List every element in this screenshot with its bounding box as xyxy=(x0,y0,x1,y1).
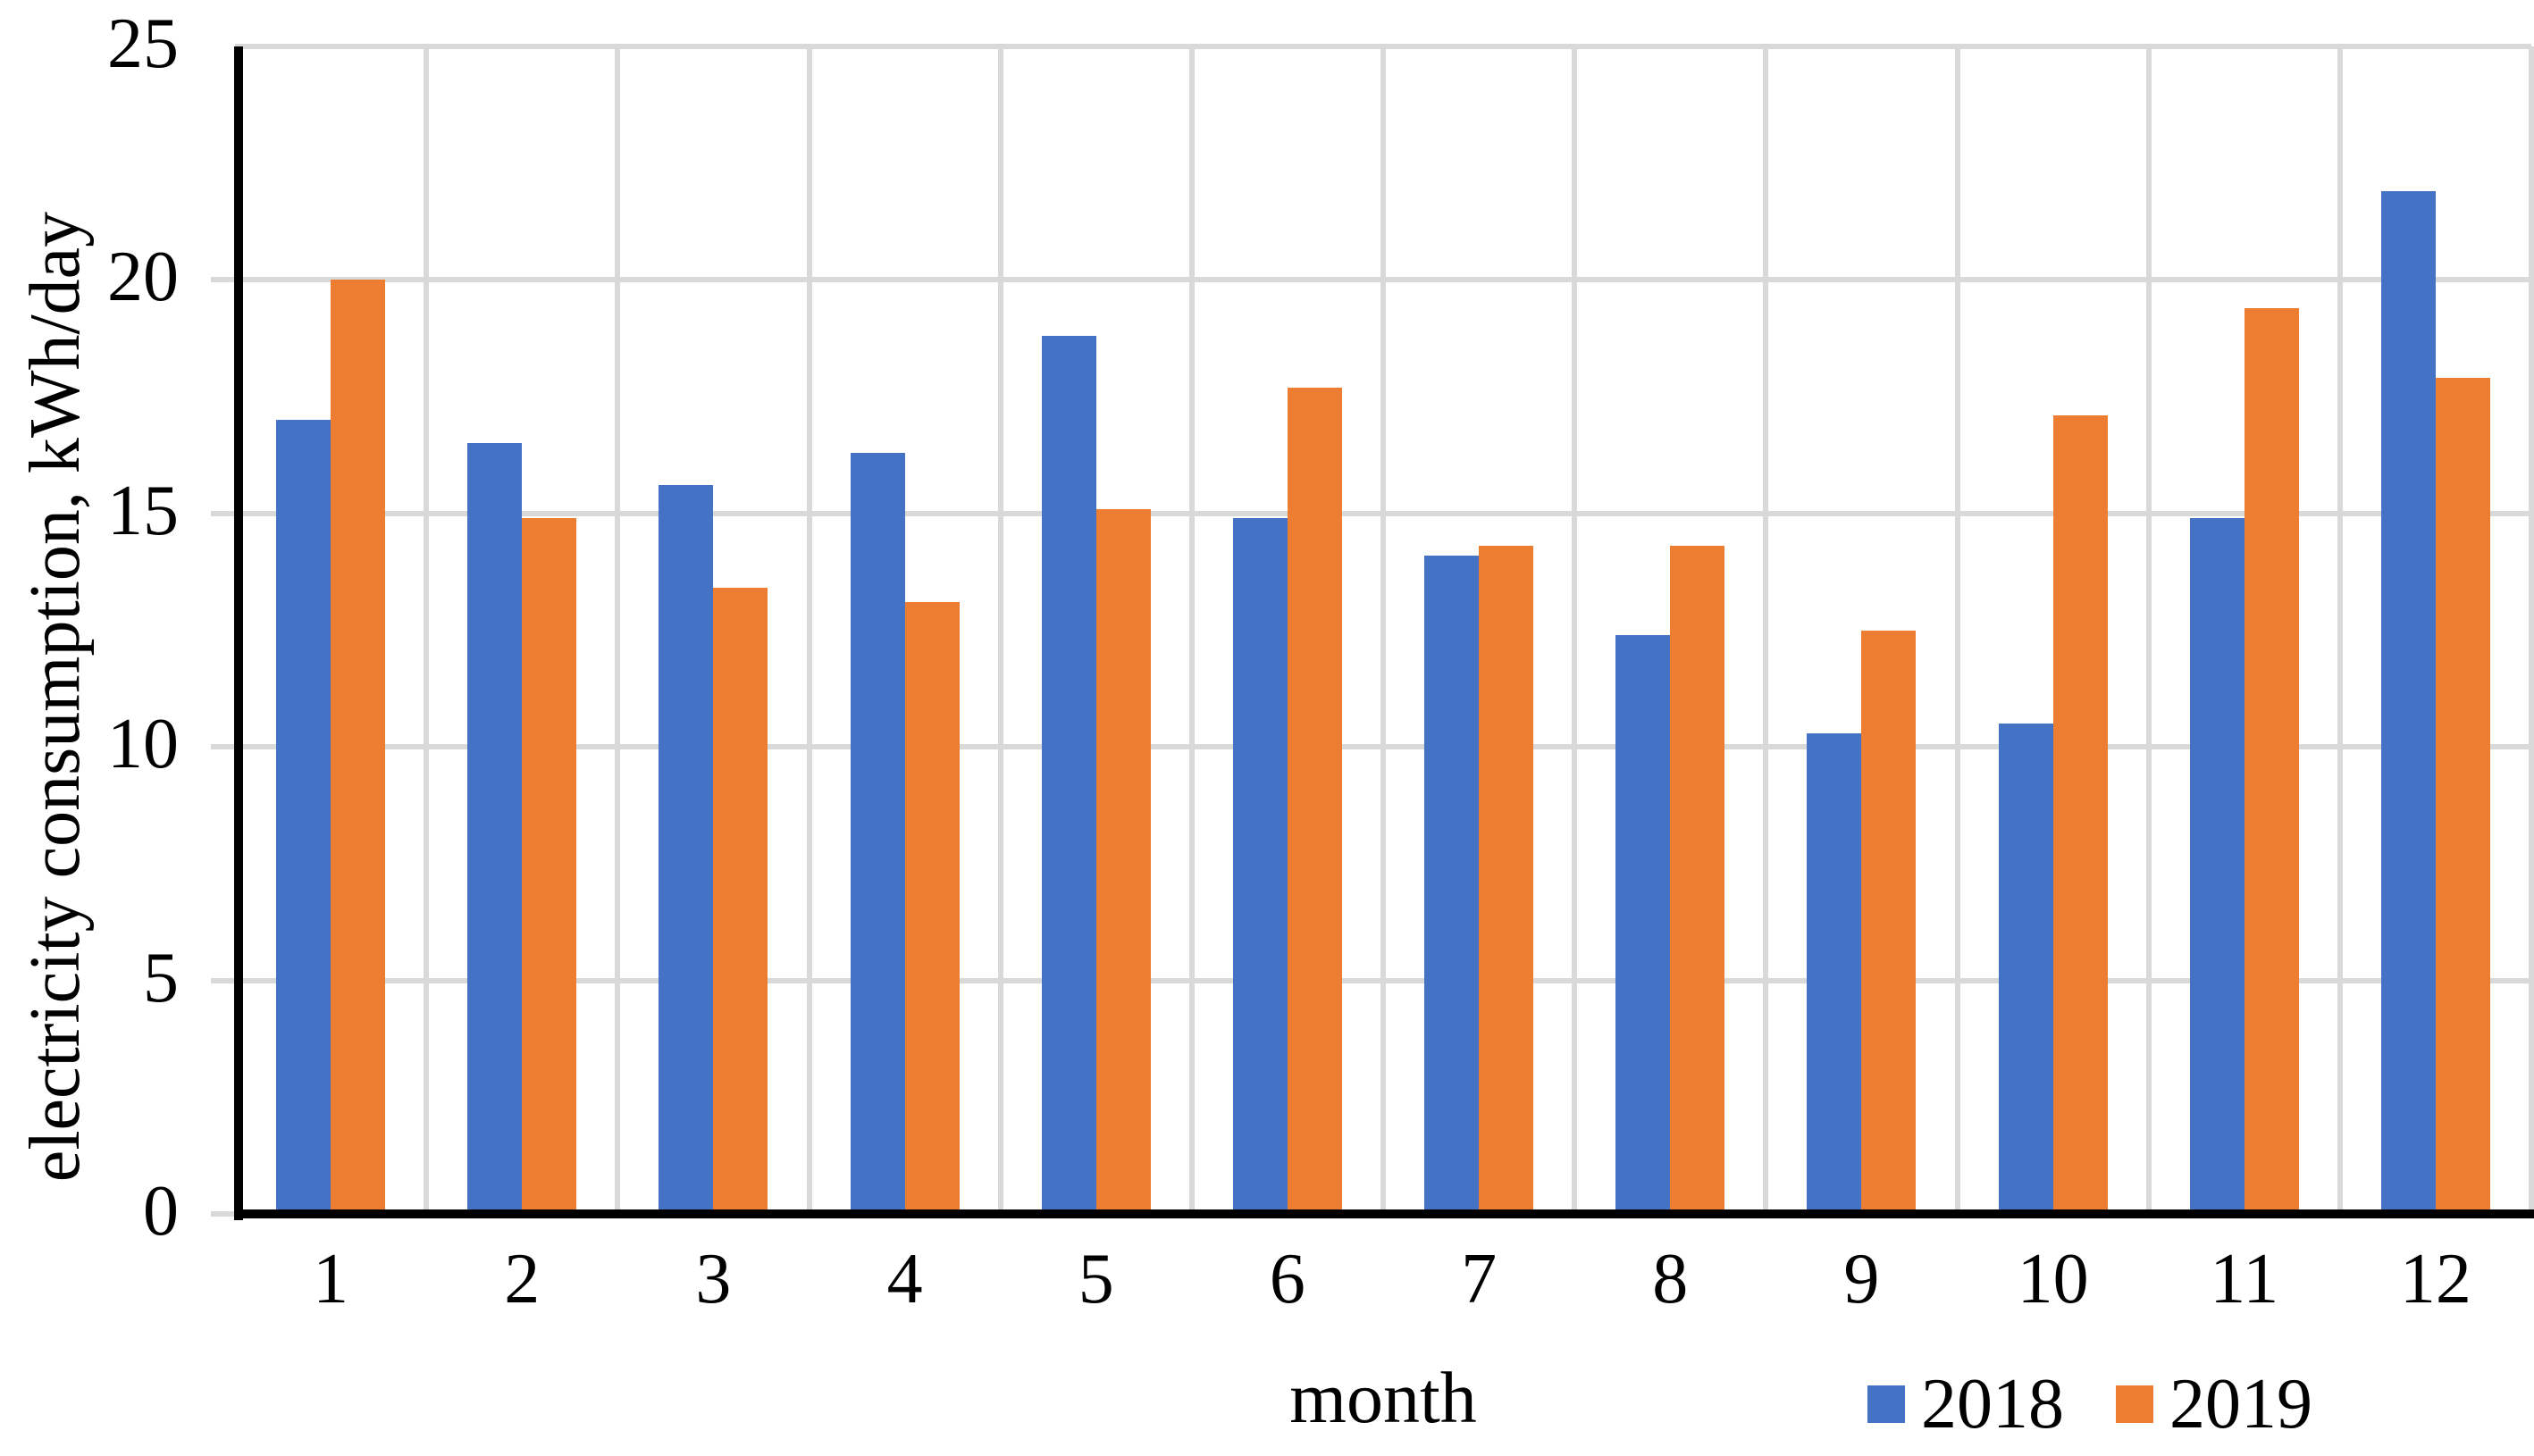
bar-2019-month-1 xyxy=(331,280,386,1214)
vertical-gridline-1 xyxy=(424,46,430,1214)
bar-2019-month-9 xyxy=(1861,630,1917,1214)
vertical-gridline-3 xyxy=(806,46,812,1214)
bar-2018-month-5 xyxy=(1041,336,1096,1214)
bar-2018-month-6 xyxy=(1232,518,1288,1214)
vertical-gridline-12 xyxy=(2529,46,2534,1214)
bar-2018-month-2 xyxy=(467,443,523,1214)
x-tick-label-2: 2 xyxy=(504,1240,541,1318)
bar-2019-month-7 xyxy=(1479,546,1534,1214)
vertical-gridline-9 xyxy=(1954,46,1960,1214)
x-tick-label-7: 7 xyxy=(1461,1240,1498,1318)
vertical-gridline-10 xyxy=(2145,46,2152,1214)
plot-area xyxy=(211,44,2534,1220)
bar-2019-month-11 xyxy=(2244,307,2299,1214)
y-tick-mark-15 xyxy=(211,510,235,516)
bar-2019-month-3 xyxy=(713,588,768,1214)
y-tick-label-5: 5 xyxy=(143,938,179,1017)
y-tick-label-20: 20 xyxy=(107,238,179,317)
x-axis-tick-labels: 1 2 3 4 5 6 7 8 9 10 11 12 xyxy=(235,1243,2531,1328)
bar-2019-month-8 xyxy=(1670,546,1725,1214)
y-tick-mark-20 xyxy=(211,277,235,283)
bar-2018-month-11 xyxy=(2189,518,2245,1214)
legend: 2018 2019 xyxy=(1867,1361,2312,1446)
bar-2019-month-4 xyxy=(904,602,960,1214)
bar-2018-month-7 xyxy=(1424,555,1480,1214)
y-tick-mark-10 xyxy=(211,744,235,750)
y-tick-label-15: 15 xyxy=(107,471,179,550)
bar-2018-month-8 xyxy=(1615,634,1671,1214)
bar-2019-month-12 xyxy=(2435,378,2490,1214)
x-tick-label-12: 12 xyxy=(2399,1240,2471,1318)
x-axis-line xyxy=(234,1209,2534,1218)
legend-item-2019: 2019 xyxy=(2116,1368,2312,1440)
x-tick-label-5: 5 xyxy=(1078,1240,1114,1318)
bar-2019-month-10 xyxy=(2052,415,2108,1214)
y-tick-label-10: 10 xyxy=(107,704,179,783)
y-tick-label-25: 25 xyxy=(107,4,179,83)
legend-swatch-2018 xyxy=(1867,1385,1905,1423)
y-tick-mark-5 xyxy=(211,977,235,983)
y-axis-tick-labels: 0 5 10 15 20 25 xyxy=(0,8,179,1247)
legend-label-2018: 2018 xyxy=(1921,1364,2064,1443)
legend-swatch-2019 xyxy=(2116,1385,2153,1423)
vertical-gridline-11 xyxy=(2337,46,2343,1214)
x-tick-label-6: 6 xyxy=(1269,1240,1305,1318)
bar-2018-month-10 xyxy=(1998,724,2053,1214)
vertical-gridline-2 xyxy=(615,46,621,1214)
y-tick-mark-0 xyxy=(211,1211,235,1217)
vertical-gridline-5 xyxy=(1188,46,1195,1214)
bar-2018-month-4 xyxy=(850,452,905,1214)
vertical-gridline-4 xyxy=(997,46,1003,1214)
vertical-gridline-8 xyxy=(1763,46,1769,1214)
bar-2019-month-2 xyxy=(522,518,577,1214)
x-tick-label-11: 11 xyxy=(2210,1240,2279,1318)
y-tick-label-0: 0 xyxy=(143,1171,179,1251)
y-axis-line xyxy=(234,46,243,1220)
x-tick-label-3: 3 xyxy=(695,1240,732,1318)
x-tick-label-10: 10 xyxy=(2017,1240,2089,1318)
x-tick-label-8: 8 xyxy=(1652,1240,1689,1318)
x-tick-label-1: 1 xyxy=(313,1240,349,1318)
vertical-gridline-6 xyxy=(1380,46,1386,1214)
vertical-gridline-7 xyxy=(1572,46,1578,1214)
bar-2018-month-3 xyxy=(659,485,714,1214)
bar-2018-month-9 xyxy=(1807,732,1862,1214)
bar-2018-month-12 xyxy=(2380,191,2436,1214)
bar-2018-month-1 xyxy=(276,420,331,1214)
bar-2019-month-6 xyxy=(1287,387,1342,1214)
legend-label-2019: 2019 xyxy=(2169,1364,2312,1443)
legend-item-2018: 2018 xyxy=(1867,1368,2064,1440)
bar-2019-month-5 xyxy=(1095,508,1151,1214)
x-tick-label-9: 9 xyxy=(1843,1240,1880,1318)
x-tick-label-4: 4 xyxy=(886,1240,923,1318)
x-axis-title: month xyxy=(1289,1357,1477,1438)
